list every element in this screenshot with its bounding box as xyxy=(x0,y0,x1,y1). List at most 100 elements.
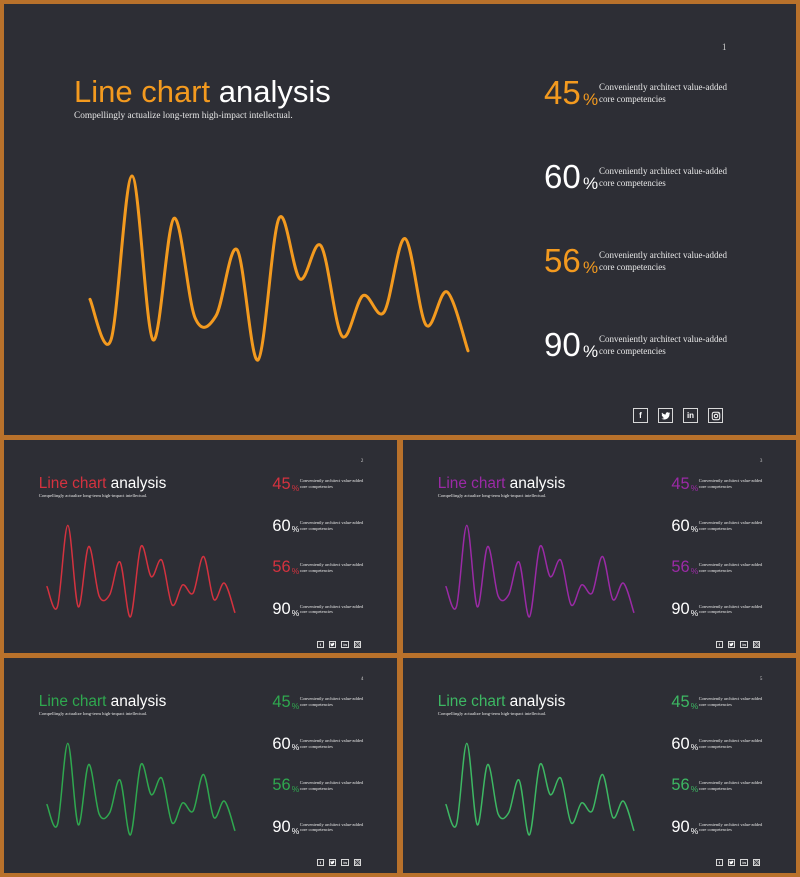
facebook-button[interactable]: f xyxy=(715,640,724,649)
stat-desc-line-1: Conveniently architect value-added xyxy=(698,478,763,484)
stat-description: Conveniently architect value-added core c… xyxy=(300,696,364,708)
page-title: Line chart analysis xyxy=(74,74,331,110)
social-links: f in xyxy=(715,858,761,867)
stat-unit: % xyxy=(583,342,599,361)
stat-item: 45% Conveniently architect value-added cor… xyxy=(671,693,770,718)
instagram-button[interactable] xyxy=(752,640,761,649)
stat-value: 60 xyxy=(544,158,581,195)
facebook-button[interactable]: f xyxy=(316,858,325,867)
linkedin-button[interactable]: in xyxy=(740,640,748,649)
facebook-button[interactable]: f xyxy=(316,640,325,649)
stat-value: 56 xyxy=(272,558,291,577)
social-links: f in xyxy=(633,408,723,423)
stat-unit: % xyxy=(690,566,699,577)
instagram-button[interactable] xyxy=(752,858,761,867)
stat-unit: % xyxy=(690,482,699,493)
stat-unit: % xyxy=(690,524,699,535)
stat-desc-line-1: Conveniently architect value-added xyxy=(698,779,763,785)
stat-description: Conveniently architect value-added core c… xyxy=(699,604,763,616)
stat-value: 45 xyxy=(272,692,291,711)
linkedin-icon: in xyxy=(343,642,347,647)
instagram-icon xyxy=(355,642,360,647)
stat-desc-line-1: Conveniently architect value-added xyxy=(698,696,763,702)
page-number: 5 xyxy=(759,676,763,682)
linkedin-button[interactable]: in xyxy=(341,640,349,649)
stat-description: Conveniently architect value-added core c… xyxy=(699,780,763,792)
twitter-icon xyxy=(729,642,734,647)
stat-desc-line-2: core competencies xyxy=(698,785,732,791)
stat-description: Conveniently architect value-added core c… xyxy=(300,562,364,574)
stat-desc-line-1: Conveniently architect value-added xyxy=(299,561,364,567)
twitter-button[interactable] xyxy=(329,858,337,867)
stat-value: 60 xyxy=(272,734,291,753)
chart-series-line xyxy=(445,742,635,836)
slide-5: 5 Line chart analysis Compellingly actuali… xyxy=(403,658,796,873)
stat-value: 56 xyxy=(272,776,291,795)
page-title: Line chart analysis xyxy=(438,475,565,493)
stat-item: 56% Conveniently architect value-added cor… xyxy=(272,558,371,583)
stat-item: 90% Conveniently architect value-added cor… xyxy=(671,818,770,843)
title-accent: Line chart xyxy=(74,74,211,109)
instagram-button[interactable] xyxy=(708,408,723,423)
twitter-button[interactable] xyxy=(658,408,673,423)
stat-unit: % xyxy=(291,482,300,493)
linkedin-button[interactable]: in xyxy=(341,858,349,867)
page-number: 1 xyxy=(722,42,727,52)
stat-desc-line-2: core competencies xyxy=(299,484,333,490)
twitter-button[interactable] xyxy=(728,858,736,867)
stat-desc-line-1: Conveniently architect value-added xyxy=(698,520,763,525)
stat-item: 45% Conveniently architect value-added cor… xyxy=(272,693,371,718)
chart-series-line xyxy=(445,524,635,618)
stat-item: 90% Conveniently architect value-added cor… xyxy=(272,600,371,625)
stat-value: 60 xyxy=(272,516,291,535)
instagram-icon xyxy=(711,411,721,421)
page-title: Line chart analysis xyxy=(39,475,166,493)
stat-desc-line-2: core competencies xyxy=(299,827,333,833)
stat-desc-line-2: core competencies xyxy=(599,94,666,104)
stat-unit: % xyxy=(291,825,300,836)
stat-desc-line-1: Conveniently architect value-added xyxy=(599,82,727,92)
subtitle: Compellingly actualize long-term high-im… xyxy=(437,493,547,499)
facebook-button[interactable]: f xyxy=(715,858,724,867)
twitter-icon xyxy=(330,642,335,647)
twitter-button[interactable] xyxy=(329,640,337,649)
stat-value: 90 xyxy=(272,818,291,837)
facebook-button[interactable]: f xyxy=(633,408,648,423)
linkedin-button[interactable]: in xyxy=(740,858,748,867)
twitter-button[interactable] xyxy=(728,640,736,649)
stat-item: 45% Conveniently architect value-added cor… xyxy=(671,475,770,500)
stat-desc-line-2: core competencies xyxy=(599,262,666,272)
linkedin-button[interactable]: in xyxy=(683,408,698,423)
stat-desc-line-2: core competencies xyxy=(299,785,333,791)
chart-series-line xyxy=(88,174,470,362)
stat-desc-line-2: core competencies xyxy=(698,525,732,531)
stat-unit: % xyxy=(291,784,300,795)
facebook-icon: f xyxy=(718,642,720,647)
linkedin-icon: in xyxy=(742,860,746,865)
linkedin-icon: in xyxy=(343,860,347,865)
stat-unit: % xyxy=(291,607,300,618)
linkedin-icon: in xyxy=(742,642,746,647)
chart-series-line xyxy=(46,524,236,618)
stat-description: Conveniently architect value-added core c… xyxy=(300,478,364,490)
stat-value: 90 xyxy=(272,600,291,619)
stat-value: 60 xyxy=(671,516,690,535)
line-chart xyxy=(46,524,236,618)
title-accent: Line chart xyxy=(437,692,506,710)
stat-unit: % xyxy=(291,524,300,535)
stat-item: 90% Conveniently architect value-added cor… xyxy=(671,600,770,625)
stat-desc-line-1: Conveniently architect value-added xyxy=(599,250,727,260)
stat-desc-line-2: core competencies xyxy=(299,609,333,615)
stat-description: Conveniently architect value-added core c… xyxy=(699,738,763,750)
stat-item: 56% Conveniently architect value-added cor… xyxy=(544,242,744,292)
stat-description: Conveniently architect value-added core c… xyxy=(300,604,364,616)
stat-item: 56% Conveniently architect value-added cor… xyxy=(671,776,770,801)
stat-item: 56% Conveniently architect value-added cor… xyxy=(671,558,770,583)
line-chart xyxy=(445,742,635,836)
title-accent: Line chart xyxy=(38,474,107,492)
instagram-button[interactable] xyxy=(353,640,362,649)
stat-desc-line-2: core competencies xyxy=(599,178,666,188)
stat-value: 45 xyxy=(671,474,690,493)
twitter-icon xyxy=(330,860,335,865)
instagram-button[interactable] xyxy=(353,858,362,867)
